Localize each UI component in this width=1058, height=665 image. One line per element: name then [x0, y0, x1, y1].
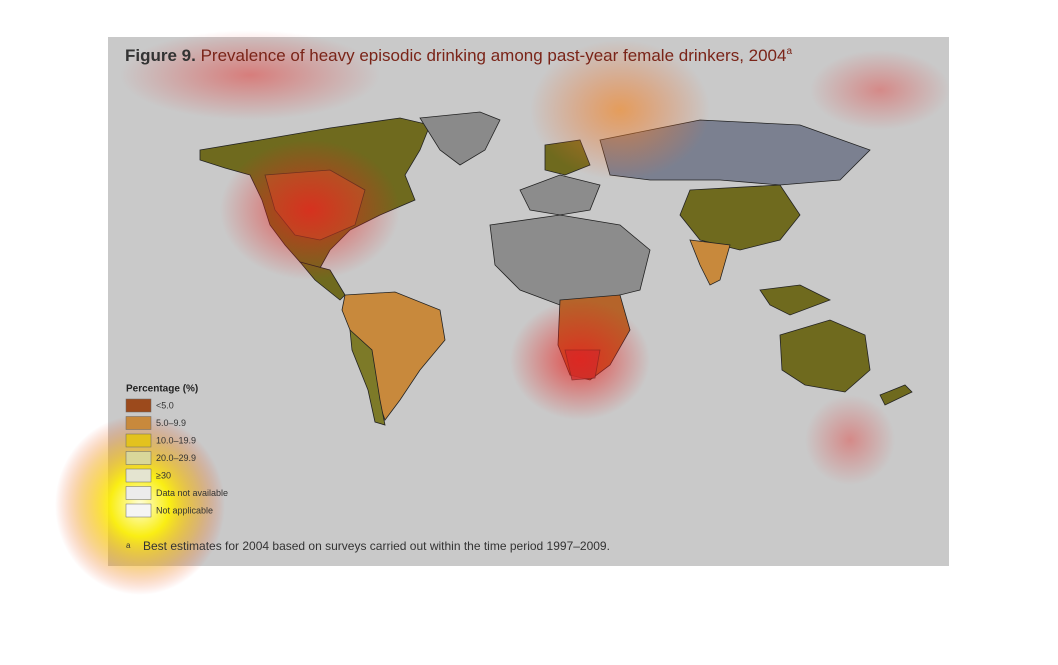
legend-swatch: [125, 468, 152, 483]
legend-label: 5.0–9.9: [156, 418, 186, 428]
legend-label: Data not available: [156, 488, 228, 498]
legend-swatch: [125, 486, 152, 500]
title-text: Prevalence of heavy episodic drinking am…: [201, 46, 787, 65]
legend-swatch: [125, 503, 152, 518]
legend-title: Percentage (%): [126, 384, 198, 395]
legend-swatch: [125, 451, 152, 465]
legend-label: <5.0: [156, 400, 174, 410]
legend-swatch: [125, 416, 152, 430]
footnote: Best estimates for 2004 based on surveys…: [143, 539, 610, 553]
heatmap-overlay: [55, 30, 950, 595]
title-superscript: a: [786, 46, 792, 57]
title-label: Figure 9.: [125, 46, 196, 65]
legend-swatch: [125, 433, 152, 448]
title: Figure 9. Prevalence of heavy episodic d…: [125, 46, 792, 66]
legend-swatch: [125, 398, 152, 413]
legend-label: 10.0–19.9: [156, 435, 196, 445]
legend-label: ≥30: [156, 470, 171, 480]
legend-label: Not applicable: [156, 505, 213, 515]
footnote-marker: a: [126, 541, 131, 550]
legend-label: 20.0–29.9: [156, 453, 196, 463]
legend: Percentage (%) <5.0 5.0–9.9 10.0–19.9 20.0–…: [125, 384, 228, 518]
